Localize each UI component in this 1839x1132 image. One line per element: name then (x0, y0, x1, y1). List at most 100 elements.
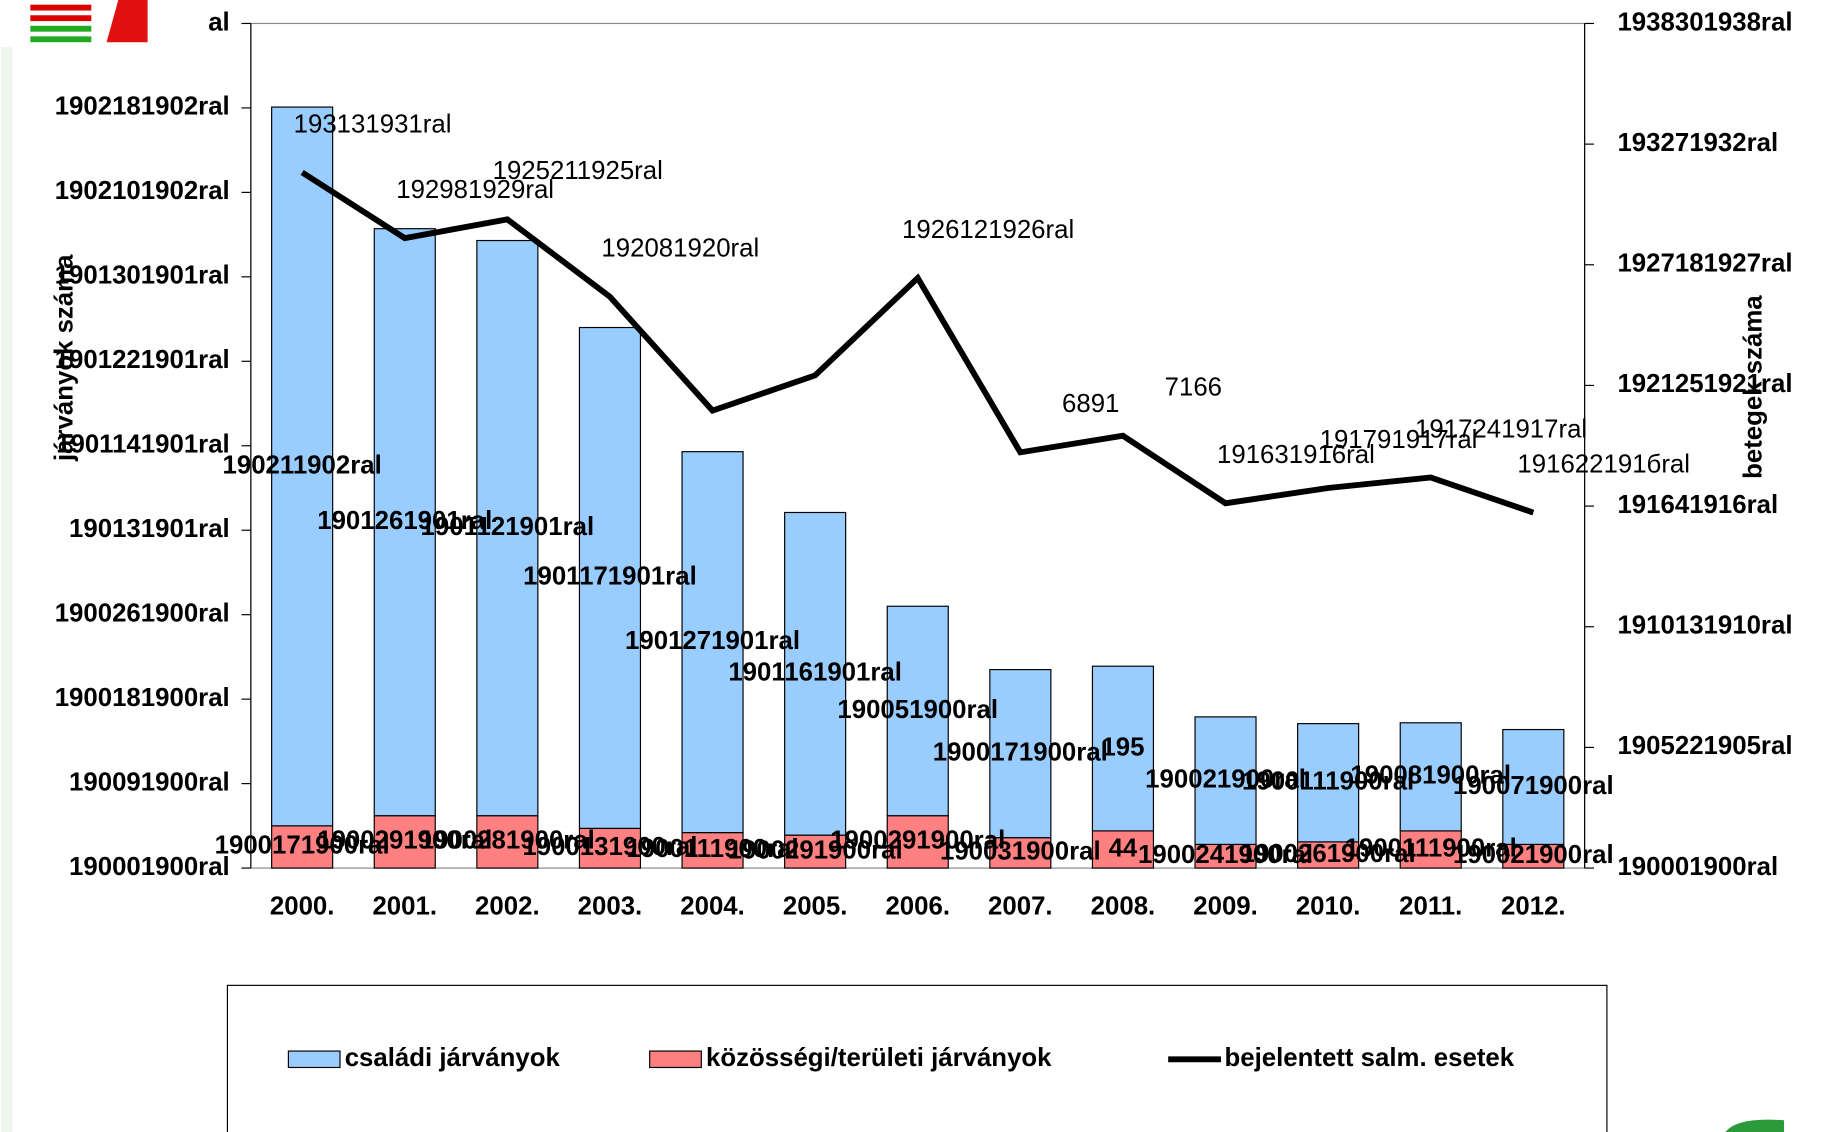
line-value-label: 1926121926ral (902, 216, 1074, 244)
y-tick-label: 1900261900ral (55, 599, 230, 627)
bar (1297, 841, 1360, 869)
x-tick-label: 2011. (1399, 893, 1462, 921)
x-tick-label: 2000. (270, 893, 335, 921)
bar (1091, 830, 1155, 869)
y2-tick-label: 1938301938ral (1617, 8, 1792, 36)
line-value-label: 1925211925ral (493, 157, 663, 185)
line-value-label: 193131931ral (294, 110, 452, 138)
bar-value-label: 1900111900ral (1345, 834, 1517, 862)
bar (1194, 716, 1257, 845)
bar-value-label: 190021900ral (1145, 765, 1306, 793)
x-tick-label: 2005. (783, 893, 848, 921)
bar (271, 825, 334, 869)
bar (373, 228, 436, 817)
bar-value-label: 195 (1101, 733, 1144, 761)
bar-value-label: 190051900ral (837, 696, 998, 724)
bar (476, 239, 539, 817)
y2-tick-label: 1921251921ral (1617, 370, 1792, 398)
line-value-label: 191631916ral (1217, 441, 1375, 469)
y-tick-label: 1900181900ral (55, 684, 230, 712)
y2-axis-title: betegek száma (1740, 295, 1768, 479)
bar-value-label: 1900171900ral (933, 738, 1108, 766)
bar-value-label: 1900171900ral (215, 832, 390, 860)
x-tick-label: 2007. (988, 893, 1053, 921)
y-tick-label: 190001900ral (69, 853, 230, 881)
bar-value-label: 190211902ral (223, 451, 382, 479)
bar (784, 834, 847, 869)
bar-value-label: 1900241900ral (1138, 841, 1313, 869)
y2-tick-label: 1927181927ral (1617, 250, 1792, 278)
x-tick-label: 2008. (1091, 893, 1156, 921)
x-tick-label: 2006. (885, 893, 950, 921)
bar (373, 815, 436, 869)
y2-tick-label: 191641916ral (1617, 491, 1778, 519)
legend-label: közösségi/területi járványok (706, 1044, 1052, 1072)
line-value-label: 6891 (1062, 390, 1119, 418)
bar (271, 106, 334, 827)
bar-value-label: 190071900ral (1453, 772, 1614, 800)
side-strip (0, 46, 13, 1132)
legend-label: családi járványok (345, 1044, 561, 1072)
bar (989, 837, 1052, 869)
bar (886, 815, 949, 869)
bar (681, 451, 744, 834)
bar-value-label: 1900291900ral (728, 836, 903, 864)
y-tick-label: 190131901ral (69, 515, 230, 543)
line (300, 169, 1535, 516)
y-tick-label: 190091900ral (69, 768, 230, 796)
bar (1502, 728, 1565, 845)
logo (30, 0, 148, 43)
bar-value-label: 1900111900ral (626, 835, 798, 863)
x-tick-label: 2001. (372, 893, 437, 921)
line-value-label: 7166 (1165, 374, 1222, 402)
bar-value-label: 1900281900ral (420, 827, 595, 855)
x-tick-label: 2002. (475, 893, 540, 921)
bar-value-label: 190081900ral (1350, 762, 1511, 790)
bar (1399, 722, 1462, 832)
y-tick-label: 1901301901ral (55, 262, 230, 290)
y-axis-title: járványok száma (50, 254, 78, 462)
y-tick-label: 1901221901ral (55, 346, 230, 374)
bar-value-label: 190021900ral (1453, 841, 1614, 869)
bar-value-label: 1901271901ral (625, 627, 800, 655)
x-tick-label: 2012. (1501, 893, 1566, 921)
y-tick-label: 1901141901ral (56, 431, 230, 459)
logo-corner (1725, 1119, 1785, 1132)
bar (989, 668, 1052, 839)
y2-tick-label: 193271932ral (1617, 129, 1778, 157)
bar-value-label: 1901121901ral (421, 513, 595, 541)
x-tick-label: 2010. (1296, 893, 1361, 921)
line-value-label: 192081920ral (601, 235, 759, 263)
x-tick-label: 2004. (680, 893, 745, 921)
legend-box (226, 984, 1608, 1132)
bar (1297, 723, 1360, 843)
bar-value-label: 1900291900ral (830, 827, 1005, 855)
y-tick-label: al (208, 8, 230, 36)
legend-label: bejelentett salm. esetek (1224, 1044, 1514, 1072)
bar-value-label: 1900131900ral (522, 833, 697, 861)
y2-tick-label: 1910131910ral (1617, 612, 1792, 640)
line-value-label: 191622191бral (1517, 450, 1690, 478)
bar (886, 605, 949, 817)
line-value-label: 192981929ral (396, 176, 554, 204)
y-tick-label: 1902101902ral (55, 177, 230, 205)
line-value-label: 1917241917ral (1415, 415, 1587, 443)
y-tick-label: 1902181902ral (55, 93, 230, 121)
bar-value-label: 44 (1109, 834, 1138, 862)
x-tick-label: 2009. (1193, 893, 1258, 921)
bar (784, 511, 847, 836)
bar-value-label: 1901261901ral (317, 507, 492, 535)
bar (578, 827, 642, 869)
bar (1399, 830, 1462, 869)
bar (578, 326, 642, 829)
bar-value-label: 1900261900ral (1241, 840, 1416, 868)
line-value-label: 191791917ral (1320, 426, 1478, 454)
bar-value-label: 190031900ral (940, 838, 1101, 866)
bar-value-label: 1901161901ral (728, 659, 902, 687)
bar-value-label: 1900111900ral (1242, 768, 1414, 796)
bar-value-label: 1901171901ral (523, 563, 697, 591)
bar-value-label: 1900291900ral (317, 827, 492, 855)
y2-tick-label: 190001900ral (1617, 853, 1778, 881)
y2-tick-label: 1905221905ral (1617, 732, 1792, 760)
